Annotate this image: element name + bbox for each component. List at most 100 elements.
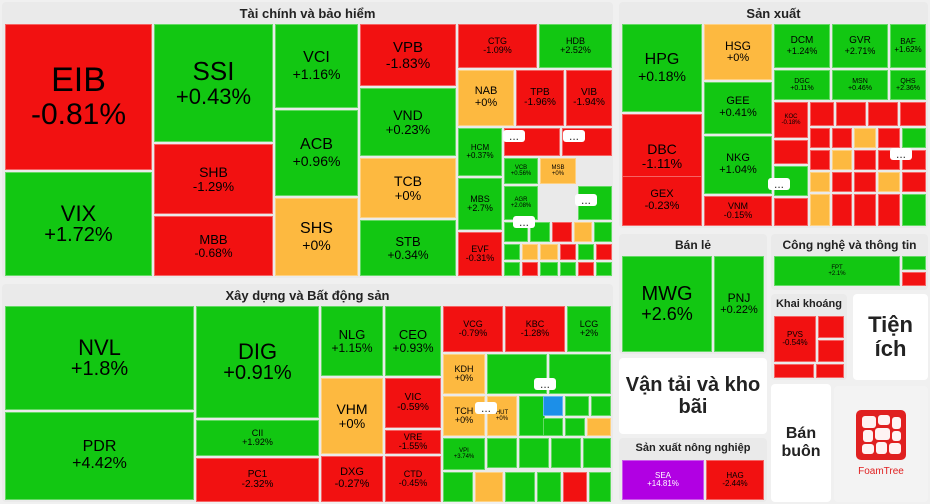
small-tile[interactable] [560, 244, 576, 260]
more-indicator[interactable]: ... [513, 215, 535, 229]
stock-tile[interactable]: GEX -0.23% [622, 176, 702, 226]
stock-tile[interactable]: VCI +1.16% [275, 24, 358, 108]
small-tile[interactable] [574, 222, 592, 242]
small-tile[interactable] [854, 150, 876, 170]
small-tile[interactable] [537, 472, 561, 502]
small-tile[interactable] [900, 102, 926, 126]
stock-tile[interactable]: HSG +0% [704, 24, 772, 80]
stock-tile[interactable]: EVF -0.31% [458, 232, 502, 276]
small-tile[interactable] [878, 172, 900, 192]
stock-tile[interactable]: VIC -0.59% [385, 378, 441, 428]
small-tile[interactable] [596, 262, 612, 276]
small-tile[interactable] [832, 172, 852, 192]
small-tile[interactable] [543, 396, 563, 416]
stock-tile[interactable]: GEE +0.41% [704, 82, 772, 134]
stock-tile[interactable]: HDB +2.52% [539, 24, 612, 68]
small-tile[interactable] [519, 438, 549, 468]
small-tile[interactable] [774, 198, 808, 226]
small-tile[interactable] [587, 418, 611, 436]
small-tile[interactable] [594, 222, 612, 242]
stock-tile[interactable]: CII +1.92% [196, 420, 319, 456]
small-tile[interactable] [810, 102, 834, 126]
more-indicator[interactable]: ... [575, 193, 597, 207]
stock-tile[interactable]: LCG +2% [567, 306, 611, 352]
small-tile[interactable] [591, 396, 611, 416]
stock-tile[interactable]: PVS -0.54% [774, 316, 816, 362]
more-indicator[interactable]: ... [768, 177, 790, 191]
small-tile[interactable] [583, 438, 611, 468]
small-tile[interactable] [504, 244, 520, 260]
stock-tile[interactable]: VCB +0.56% [504, 158, 538, 184]
small-tile[interactable] [565, 418, 585, 436]
small-tile[interactable] [530, 222, 550, 242]
small-tile[interactable] [868, 102, 898, 126]
stock-tile[interactable]: VPI +3.74% [443, 438, 485, 470]
stock-tile[interactable]: MSB +0% [540, 158, 576, 184]
small-tile[interactable] [810, 194, 830, 226]
stock-tile[interactable]: NKG +1.04% [704, 136, 772, 194]
small-tile[interactable] [774, 364, 814, 378]
small-tile[interactable] [810, 172, 830, 192]
group-title[interactable]: Bán buôn [781, 425, 821, 460]
stock-tile[interactable]: HUT +0% [487, 396, 517, 436]
stock-tile[interactable]: TCB +0% [360, 158, 456, 218]
stock-tile[interactable]: VNM -0.15% [704, 196, 772, 226]
small-tile[interactable] [549, 354, 611, 394]
small-tile[interactable] [878, 194, 900, 226]
stock-tile[interactable]: DCM +1.24% [774, 24, 830, 68]
small-tile[interactable] [560, 262, 576, 276]
small-tile[interactable] [443, 472, 473, 502]
small-tile[interactable] [854, 128, 876, 148]
stock-tile[interactable]: HCM +0.37% [458, 128, 502, 176]
stock-tile[interactable]: VPB -1.83% [360, 24, 456, 86]
stock-tile[interactable]: SSI +0.43% [154, 24, 273, 142]
small-tile[interactable] [578, 244, 594, 260]
stock-tile[interactable]: KBC -1.28% [505, 306, 565, 352]
more-indicator[interactable]: ... [534, 377, 556, 391]
stock-tile[interactable]: MBS +2.7% [458, 178, 502, 230]
small-tile[interactable] [878, 128, 900, 148]
small-tile[interactable] [543, 418, 563, 436]
small-tile[interactable] [540, 244, 558, 260]
stock-tile[interactable]: DIG +0.91% [196, 306, 319, 418]
stock-tile[interactable]: BAF +1.62% [890, 24, 926, 68]
small-tile[interactable] [519, 396, 545, 436]
stock-tile[interactable]: KDH +0% [443, 354, 485, 394]
stock-tile[interactable]: VRE -1.55% [385, 430, 441, 454]
stock-tile[interactable]: VCG -0.79% [443, 306, 503, 352]
stock-tile[interactable]: HPG +0.18% [622, 24, 702, 112]
stock-tile[interactable]: PNJ +0.22% [714, 256, 764, 352]
stock-tile[interactable]: CEO +0.93% [385, 306, 441, 376]
small-tile[interactable] [836, 102, 866, 126]
small-tile[interactable] [902, 172, 926, 192]
stock-tile[interactable]: CTG -1.09% [458, 24, 537, 68]
stock-tile[interactable]: STB +0.34% [360, 220, 456, 276]
small-tile[interactable] [810, 150, 830, 170]
small-tile[interactable] [832, 128, 852, 148]
small-tile[interactable] [774, 140, 808, 164]
small-tile[interactable] [589, 472, 611, 502]
stock-tile[interactable]: VHM +0% [321, 378, 383, 454]
small-tile[interactable] [522, 262, 538, 276]
stock-tile[interactable]: NAB +0% [458, 70, 514, 126]
stock-tile[interactable]: MSN +0.46% [832, 70, 888, 100]
stock-tile[interactable]: VIB -1.94% [566, 70, 612, 126]
small-tile[interactable] [551, 438, 581, 468]
small-tile[interactable] [854, 172, 876, 192]
stock-tile[interactable]: TPB -1.96% [516, 70, 564, 126]
small-tile[interactable] [902, 194, 926, 226]
more-indicator[interactable]: ... [563, 129, 585, 143]
stock-tile[interactable]: MWG +2.6% [622, 256, 712, 352]
stock-tile[interactable]: AGR +2.08% [504, 186, 538, 220]
stock-tile[interactable]: PC1 -2.32% [196, 458, 319, 502]
small-tile[interactable] [902, 256, 926, 270]
small-tile[interactable] [475, 472, 503, 502]
stock-tile[interactable]: VND +0.23% [360, 88, 456, 156]
stock-tile[interactable]: KOC -0.18% [774, 102, 808, 138]
stock-tile[interactable]: EIB -0.81% [5, 24, 152, 170]
small-tile[interactable] [832, 150, 852, 170]
small-tile[interactable] [596, 244, 612, 260]
small-tile[interactable] [504, 262, 520, 276]
stock-tile[interactable]: DXG -0.27% [321, 456, 383, 502]
small-tile[interactable] [818, 340, 844, 362]
